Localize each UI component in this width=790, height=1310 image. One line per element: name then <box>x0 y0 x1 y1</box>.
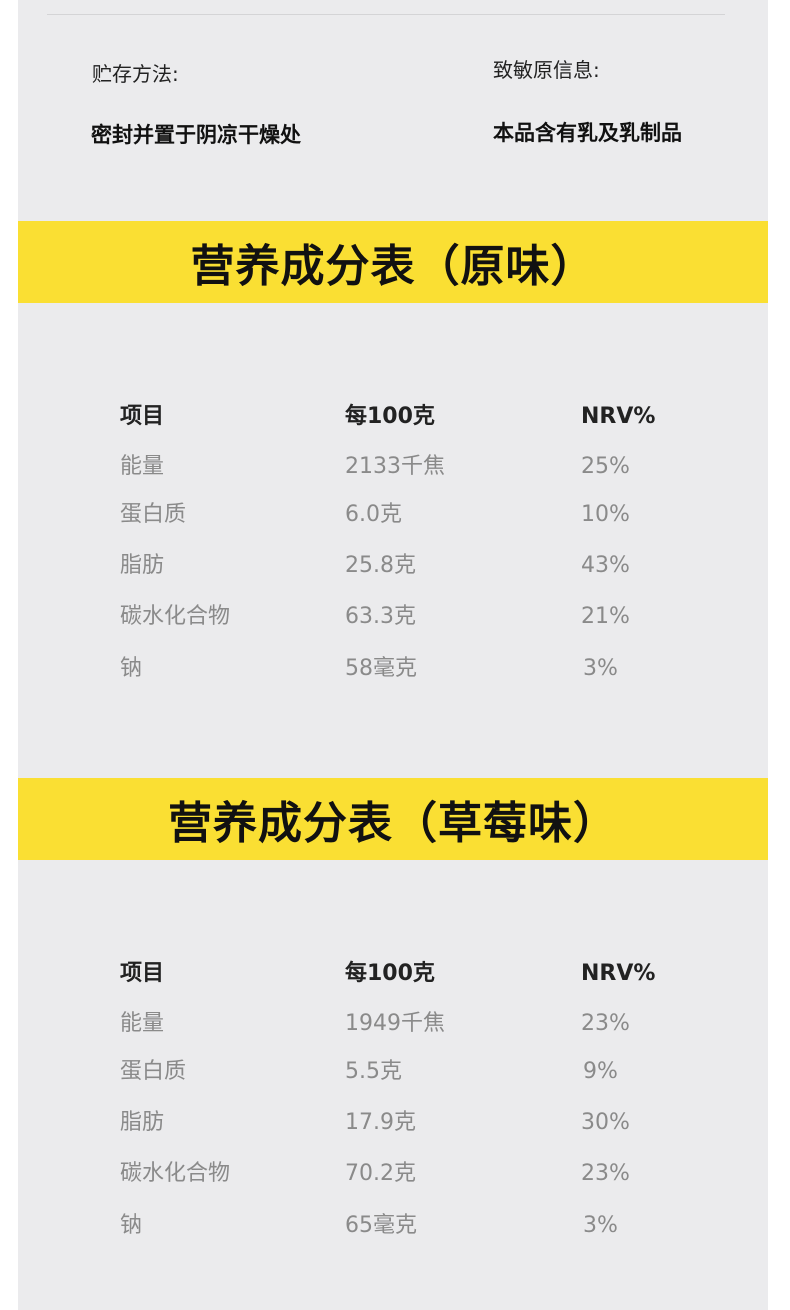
table-cell: 钠 <box>120 656 143 681</box>
allergen-label: 致敏原信息: <box>493 58 600 82</box>
table-cell: 23% <box>581 1011 630 1036</box>
table-header-cell: NRV% <box>581 961 656 986</box>
table-header-cell: 每100克 <box>345 404 435 429</box>
table-cell: 能量 <box>120 1011 165 1036</box>
table-cell: 脂肪 <box>120 1110 165 1135</box>
content-panel <box>18 0 768 1310</box>
table-cell: 碳水化合物 <box>120 1161 231 1186</box>
table-cell: 10% <box>581 502 630 527</box>
storage-value: 密封并置于阴凉干燥处 <box>91 123 301 147</box>
storage-label: 贮存方法: <box>92 62 179 86</box>
table-cell: 蛋白质 <box>120 1059 187 1084</box>
table-cell: 63.3克 <box>345 604 416 629</box>
table-cell: 2133千焦 <box>345 454 445 479</box>
table-header-cell: 项目 <box>120 961 165 986</box>
table-cell: 25.8克 <box>345 553 416 578</box>
table-header-cell: 项目 <box>120 404 165 429</box>
table-cell: 43% <box>581 553 630 578</box>
table-cell: 5.5克 <box>345 1059 402 1084</box>
table-cell: 蛋白质 <box>120 502 187 527</box>
table-cell: 21% <box>581 604 630 629</box>
table-cell: 17.9克 <box>345 1110 416 1135</box>
table-cell: 25% <box>581 454 630 479</box>
table-cell: 58毫克 <box>345 656 417 681</box>
table-cell: 6.0克 <box>345 502 402 527</box>
table-cell: 30% <box>581 1110 630 1135</box>
table-cell: 70.2克 <box>345 1161 416 1186</box>
divider <box>47 14 725 15</box>
table-cell: 脂肪 <box>120 553 165 578</box>
table-cell: 3% <box>583 1213 618 1238</box>
allergen-value: 本品含有乳及乳制品 <box>493 121 682 145</box>
table-cell: 9% <box>583 1059 618 1084</box>
table-cell: 碳水化合物 <box>120 604 231 629</box>
nutrition-table-title-band: 营养成分表（草莓味） <box>18 778 768 860</box>
table-header-cell: NRV% <box>581 404 656 429</box>
table-cell: 钠 <box>120 1213 143 1238</box>
table-cell: 23% <box>581 1161 630 1186</box>
table-cell: 1949千焦 <box>345 1011 445 1036</box>
table-header-cell: 每100克 <box>345 961 435 986</box>
table-cell: 3% <box>583 656 618 681</box>
nutrition-table-title: 营养成分表（原味） <box>190 241 596 292</box>
nutrition-table-title: 营养成分表（草莓味） <box>168 798 618 849</box>
table-cell: 能量 <box>120 454 165 479</box>
table-cell: 65毫克 <box>345 1213 417 1238</box>
nutrition-table-title-band: 营养成分表（原味） <box>18 221 768 303</box>
